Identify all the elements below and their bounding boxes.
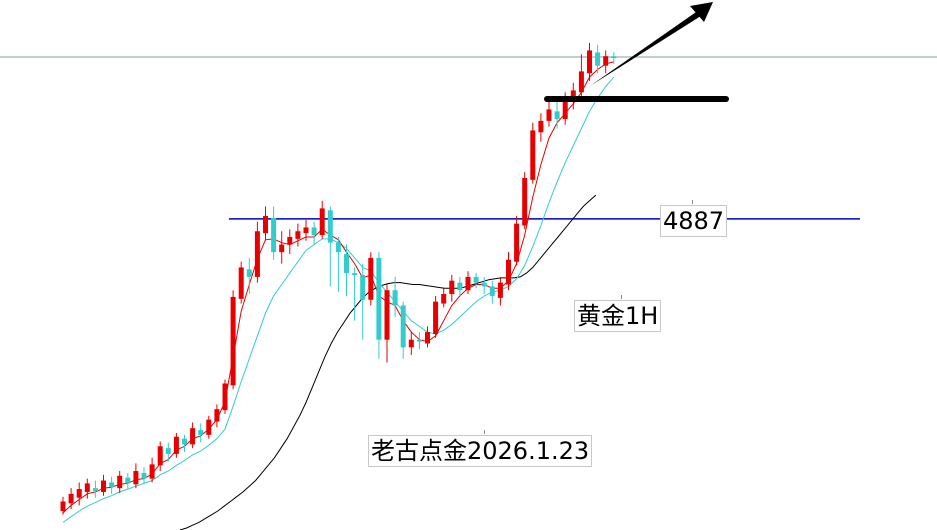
candle-up — [530, 130, 536, 180]
candle-up — [562, 99, 568, 119]
candle-up — [319, 208, 325, 236]
candle-up — [133, 471, 139, 485]
candle-down — [392, 290, 398, 306]
candle-down — [416, 339, 422, 342]
candle-down — [473, 276, 479, 283]
candle-up — [68, 493, 74, 504]
candle-up — [101, 480, 106, 492]
candle-up — [238, 267, 244, 299]
watermark-label-tick — [484, 430, 485, 434]
candle-up — [76, 489, 82, 498]
candle-down — [400, 305, 406, 348]
candle-up — [433, 301, 439, 334]
ma-slow-line — [179, 194, 597, 530]
candle-up — [222, 383, 228, 411]
price-level-label: 4887 — [660, 205, 728, 237]
candle-up — [295, 231, 301, 239]
candle-down — [271, 217, 277, 253]
candle-down — [92, 488, 98, 491]
candle-down — [141, 472, 147, 479]
candle-up — [368, 257, 374, 300]
price-level-label-tick — [692, 200, 693, 204]
candle-down — [489, 286, 495, 296]
candle-down — [198, 430, 204, 435]
candle-up — [578, 71, 584, 93]
candle-up — [157, 446, 163, 466]
candle-down — [246, 269, 252, 277]
candle-down — [182, 438, 187, 445]
candle-up — [587, 50, 592, 74]
candle-down — [311, 227, 317, 236]
instrument-label-tick — [621, 295, 622, 299]
candle-up — [522, 177, 528, 226]
trend-arrow-shaft — [590, 10, 704, 86]
candle-down — [352, 273, 358, 276]
candle-down — [611, 56, 617, 59]
candle-down — [125, 477, 131, 484]
candle-down — [481, 282, 487, 287]
candle-down — [457, 282, 463, 291]
candle-up — [117, 475, 123, 489]
candle-down — [109, 482, 115, 488]
candle-up — [514, 223, 520, 262]
candle-down — [595, 52, 601, 66]
candle-down — [335, 242, 341, 253]
candle-up — [546, 109, 552, 121]
candle-down — [554, 111, 560, 119]
candle-up — [173, 436, 179, 454]
candle-down — [360, 275, 366, 300]
candle-up — [287, 236, 293, 245]
candle-up — [190, 428, 196, 445]
candle-up — [449, 280, 455, 295]
candle-down — [165, 448, 171, 454]
candle-down — [376, 257, 382, 340]
candle-up — [149, 464, 155, 479]
candle-up — [214, 409, 220, 422]
candle-up — [84, 483, 90, 492]
candle-up — [206, 419, 212, 435]
watermark-label: 老古点金2026.1.23 — [368, 435, 593, 467]
trend-arrow-head — [690, 2, 713, 22]
candle-up — [441, 294, 447, 304]
candle-up — [538, 120, 544, 133]
candle-up — [263, 216, 268, 234]
candle-up — [384, 290, 390, 340]
candle-up — [254, 231, 260, 277]
candle-up — [230, 296, 236, 386]
instrument-timeframe-label: 黄金1H — [574, 300, 662, 332]
candle-up — [465, 276, 471, 291]
candle-up — [303, 227, 309, 234]
candle-up — [408, 339, 414, 348]
candle-up — [497, 282, 503, 298]
candle-up — [60, 501, 66, 511]
candle-down — [344, 254, 349, 274]
candle-up — [279, 244, 285, 253]
candle-up — [506, 259, 511, 285]
candle-up — [425, 332, 430, 344]
candle-down — [327, 210, 333, 243]
candle-up — [603, 56, 609, 66]
